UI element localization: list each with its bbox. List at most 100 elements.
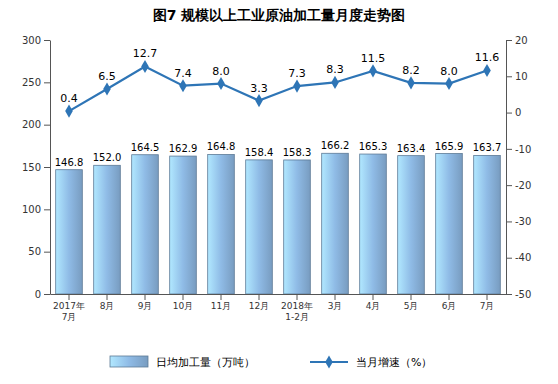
x-axis-tick-label: 8月	[100, 301, 115, 311]
y2-axis-tick-mark	[506, 113, 512, 114]
x-axis-tick: 6月	[442, 294, 457, 311]
x-axis-tick: 11月	[211, 294, 231, 311]
line-label: 11.5	[361, 52, 386, 65]
bar	[132, 155, 159, 294]
y-axis-tick-mark	[44, 40, 50, 41]
y2-axis-tick: 20	[506, 35, 528, 46]
y-axis-tick-mark	[44, 125, 50, 126]
x-axis-tick-mark	[411, 294, 412, 300]
legend-label: 日均加工量（万吨）	[156, 356, 255, 369]
x-axis-tick: 2018年1-2月	[281, 294, 313, 322]
line-label: 11.6	[475, 51, 500, 64]
line-label: 8.0	[440, 65, 458, 78]
x-axis-tick-mark	[373, 294, 374, 300]
y2-axis-tick-label: -30	[515, 216, 531, 227]
line-label: 6.5	[98, 70, 116, 83]
data-labels: 146.8 152.0 164.5 162.9 164.8 158.4 158.3 166.2…	[55, 47, 502, 167]
bar-label: 158.4	[245, 147, 274, 158]
x-axis-tick-mark	[69, 294, 70, 300]
x-axis-tick-label: 2018年1-2月	[281, 301, 313, 322]
y2-axis-tick: -50	[506, 289, 531, 300]
line-label: 7.4	[174, 67, 192, 80]
y-axis: 050100150200250300	[22, 35, 51, 300]
marks	[56, 60, 501, 294]
line-marker	[369, 64, 377, 77]
line-marker	[179, 79, 187, 92]
y2-axis: -50 -40 -30 -20 -10 0 10 20	[506, 35, 531, 300]
x-axis-tick-label: 7月	[480, 301, 495, 311]
bar-label: 164.5	[131, 142, 160, 153]
bar	[284, 160, 311, 294]
x-axis-tick: 3月	[328, 294, 343, 311]
y-axis-tick: 150	[22, 162, 50, 173]
legend: 日均加工量（万吨） 当月增速（%）	[110, 355, 432, 369]
y2-axis-tick-label: 0	[515, 107, 521, 118]
y2-axis-tick-label: 10	[515, 71, 528, 82]
y-axis-tick-mark	[44, 82, 50, 83]
x-axis-tick: 5月	[404, 294, 419, 311]
bar-label: 166.2	[321, 140, 350, 151]
bar-label: 165.9	[435, 141, 464, 152]
line-marker	[407, 76, 415, 89]
bar	[94, 165, 121, 294]
y2-axis-tick: 0	[506, 107, 521, 118]
y-axis-tick: 100	[22, 204, 50, 215]
line-label: 8.0	[212, 65, 230, 78]
line-marker	[255, 94, 263, 107]
line-marker	[217, 77, 225, 90]
y2-axis-tick-label: -50	[515, 289, 531, 300]
line-label: 7.3	[288, 67, 306, 80]
x-axis-tick-mark	[221, 294, 222, 300]
bar	[360, 154, 387, 294]
y2-axis-tick: -40	[506, 252, 531, 263]
legend-item: 当月增速（%）	[310, 355, 432, 369]
x-axis-line	[51, 294, 507, 295]
y2-axis-tick: -30	[506, 216, 531, 227]
legend-label: 当月增速（%）	[356, 356, 432, 369]
y-axis-line	[50, 41, 51, 295]
y-axis-tick-mark	[44, 167, 50, 168]
bar	[436, 154, 463, 294]
y2-axis-tick-mark	[506, 258, 512, 259]
line-label: 8.2	[402, 64, 420, 77]
y-axis-tick: 250	[22, 77, 50, 88]
bar	[474, 155, 501, 294]
plot-area: 050100150200250300-50-40-30-20-100102020…	[22, 35, 531, 322]
line-marker	[483, 64, 491, 77]
x-axis-tick-mark	[449, 294, 450, 300]
y2-axis-tick-mark	[506, 221, 512, 222]
y-axis-tick-mark	[44, 209, 50, 210]
legend-swatch	[110, 356, 148, 367]
x-axis-tick-mark	[107, 294, 108, 300]
x-axis-tick-label: 3月	[328, 301, 343, 311]
y-axis-tick: 50	[28, 246, 50, 257]
line	[69, 66, 487, 111]
legend-item: 日均加工量（万吨）	[110, 356, 255, 369]
x-axis-tick: 12月	[249, 294, 269, 311]
x-axis-tick-label: 10月	[173, 301, 193, 311]
x-axis-tick-label: 11月	[211, 301, 231, 311]
legend-marker	[325, 355, 333, 368]
x-axis-tick-mark	[297, 294, 298, 300]
y2-axis-tick: -10	[506, 144, 531, 155]
bar	[322, 153, 349, 294]
x-axis: 2017年7月8月9月10月11月12月2018年1-2月3月4月5月6月7月	[51, 294, 507, 322]
bar-label: 162.9	[169, 143, 198, 154]
bar-label: 152.0	[93, 152, 122, 163]
x-axis-tick-label: 5月	[404, 301, 419, 311]
bar-label: 146.8	[55, 157, 84, 168]
chart-title: 图7 规模以上工业原油加工量月度走势图	[153, 7, 406, 23]
y-axis-tick-mark	[44, 252, 50, 253]
y-axis-tick: 200	[22, 119, 50, 130]
line-marker	[293, 80, 301, 93]
y2-axis-tick-label: -40	[515, 252, 531, 263]
line-label: 3.3	[250, 82, 268, 95]
bar	[398, 156, 425, 294]
line-marker	[65, 105, 73, 118]
x-axis-tick: 2017年7月	[53, 294, 85, 322]
bar-label: 158.3	[283, 147, 312, 158]
bar-label: 164.8	[207, 141, 236, 152]
y2-axis-tick: -20	[506, 180, 531, 191]
y2-axis-tick-mark	[506, 294, 512, 295]
y-axis-tick: 0	[35, 289, 50, 300]
